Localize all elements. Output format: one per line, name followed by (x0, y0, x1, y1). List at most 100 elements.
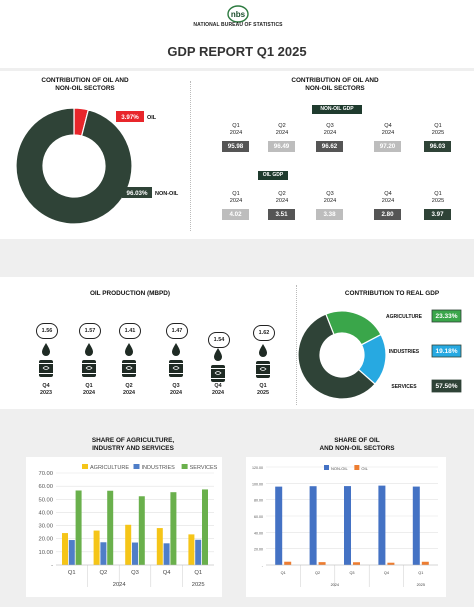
oil-value-box: 2.80 (374, 209, 401, 220)
donut-slice-services (297, 313, 376, 400)
y-tick-label: - (262, 564, 264, 568)
bar-non-oil (344, 486, 351, 565)
bar-oil (353, 562, 360, 565)
legend-label: OIL (361, 466, 368, 471)
bar-services (170, 492, 177, 565)
x-tick-label: Q2 (315, 571, 320, 575)
bar-oil (387, 562, 395, 565)
bar-industries (163, 543, 170, 565)
oil-quarter-label: Q4 2024 (381, 191, 395, 204)
production-panel: OIL PRODUCTION (MBPD) 1.56 Q4 2023 1.57 Q1 … (0, 277, 474, 409)
x-tick-label: Q3 (131, 570, 139, 576)
sector-contribution-panel: CONTRIBUTION OF OIL AND NON-OIL SECTORS … (0, 71, 474, 239)
oil-barrel-icon (211, 348, 225, 382)
oil-value-box: 3.97 (424, 209, 451, 220)
legend-swatch (181, 464, 188, 469)
panel-divider-2 (296, 285, 298, 405)
production-period-label: Q4 2023 (40, 383, 52, 396)
real-gdp-category-label: AGRICULTURE (386, 314, 423, 320)
nonoil-quarter-label: Q4 2024 (381, 123, 395, 136)
oil-barrel-icon (39, 343, 53, 377)
nonoil-value-box: 96.49 (268, 141, 295, 152)
x-tick-label: Q1 (418, 571, 423, 575)
oil-quarter-label: Q1 2024 (229, 191, 243, 204)
nonoil-value-box: 96.03 (424, 141, 451, 152)
oil-pct-label: 3.97% (121, 114, 139, 121)
production-value-bubble: 1.47 (166, 323, 188, 339)
oil-production-heading: OIL PRODUCTION (MBPD) (89, 290, 171, 297)
y-tick-label: 100.00 (252, 482, 263, 486)
year-label: 2025 (192, 582, 205, 588)
org-name: NATIONAL BUREAU OF STATISTICS (193, 22, 283, 28)
production-value-bubble: 1.41 (119, 323, 141, 339)
legend-swatch (324, 465, 329, 470)
nonoil-pct-box (122, 187, 152, 198)
x-tick-label: Q4 (384, 571, 389, 575)
y-tick-label: 20.00 (254, 548, 263, 552)
sector-table-heading: CONTRIBUTION OF OIL AND NON-OIL SECTORS (291, 77, 379, 92)
oil-chart-heading: SHARE OF OIL AND NON-OIL SECTORS (319, 437, 395, 452)
oil-barrel-icon (256, 344, 270, 378)
y-tick-label: 30.00 (38, 524, 53, 530)
production-period-label: Q3 2024 (170, 383, 182, 396)
x-tick-label: Q1 (194, 570, 202, 576)
svg-text:nbs: nbs (231, 10, 246, 19)
bar-services (202, 489, 208, 565)
bar-industries (195, 539, 202, 565)
production-value-bubble: 1.62 (253, 325, 275, 341)
nonoil-pct-label: 96.03% (127, 190, 148, 197)
oil-barrel-icon (169, 343, 183, 377)
legend-label: NON-OIL (331, 466, 348, 471)
bar-industries (100, 542, 107, 565)
bar-oil (421, 561, 429, 565)
oil-quarter-label: Q2 2024 (275, 191, 289, 204)
real-gdp-pct-label: 57.50% (435, 383, 457, 390)
oil-label: OIL (147, 115, 157, 121)
oil-gdp-tag: OIL GDP (258, 171, 288, 180)
production-value-bubble: 1.57 (79, 323, 101, 339)
year-label: 2024 (113, 582, 127, 588)
oil-value-box: 3.38 (316, 209, 343, 220)
nonoil-label: NON-OIL (155, 191, 179, 197)
bar-oil (284, 561, 292, 565)
nonoil-value-box: 96.62 (316, 141, 343, 152)
x-tick-label: Q4 (163, 570, 172, 576)
production-period-label: Q1 2025 (257, 383, 269, 396)
year-label: 2024 (331, 583, 339, 587)
bar-agriculture (62, 533, 68, 565)
x-tick-label: Q2 (100, 570, 108, 576)
legend-label: AGRICULTURE (90, 465, 129, 471)
real-gdp-heading: CONTRIBUTION TO REAL GDP (344, 290, 440, 297)
charts-panel: SHARE OF AGRICULTURE, INDUSTRY AND SERVI… (0, 412, 474, 607)
bar-agriculture (188, 534, 195, 565)
bar-services (107, 490, 114, 565)
x-tick-label: Q1 (281, 571, 286, 575)
y-tick-label: 20.00 (38, 537, 53, 543)
y-tick-label: 60.00 (254, 515, 263, 519)
nonoil-value-box: 97.20 (374, 141, 401, 152)
bar-oil (318, 562, 326, 565)
donut-slice-non-oil (15, 107, 133, 225)
bar-non-oil (275, 486, 283, 565)
oil-barrel-icon (82, 343, 96, 377)
legend-swatch (354, 465, 360, 470)
year-label: 2025 (417, 583, 425, 587)
nonoil-quarter-label: Q1 2024 (229, 123, 243, 136)
oil-quarter-label: Q3 2024 (323, 191, 337, 204)
legend-label: INDUSTRIES (142, 465, 176, 471)
oil-pct-box (116, 111, 144, 122)
real-gdp-category-label: SERVICES (391, 384, 417, 390)
production-period-label: Q4 2024 (212, 383, 224, 396)
bar-industries (132, 542, 138, 565)
oil-barrel-icon (122, 343, 136, 377)
real-gdp-pct-box (431, 309, 462, 323)
real-gdp-pct-box (431, 344, 462, 358)
oil-share-heading: CONTRIBUTION OF OIL AND NON-OIL SECTORS (41, 77, 129, 92)
y-tick-label: 80.00 (254, 499, 263, 503)
nonoil-quarter-label: Q3 2024 (323, 123, 337, 136)
bar-industries (68, 540, 75, 565)
bar-non-oil (309, 486, 317, 565)
bar-services (75, 490, 82, 565)
real-gdp-pct-label: 23.33% (435, 313, 457, 320)
